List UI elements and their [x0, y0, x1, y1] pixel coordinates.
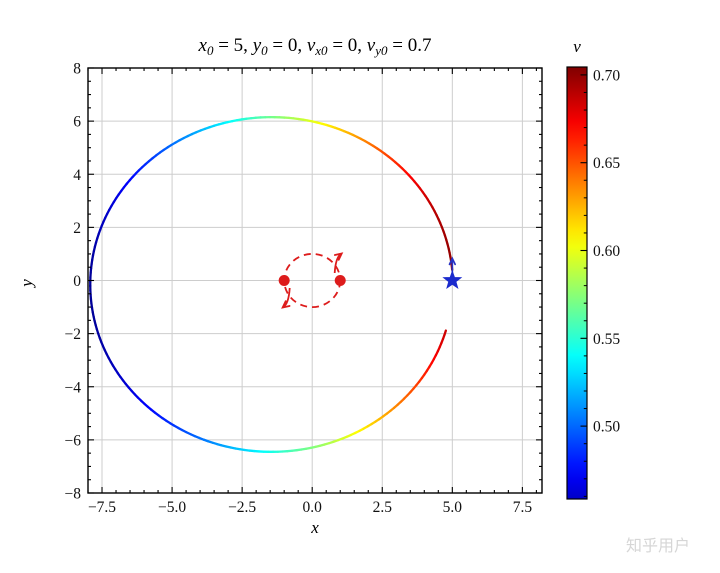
y-tick-label: 2 — [73, 220, 81, 237]
binary-system — [278, 252, 346, 309]
x-tick-label: −7.5 — [88, 499, 116, 516]
colorbar: 0.70 0.65 0.60 0.55 0.50 — [566, 66, 620, 500]
y-tick-label: 8 — [73, 61, 81, 78]
orbit-trajectory — [89, 115, 454, 453]
x-tick-label: −5.0 — [158, 499, 186, 516]
y-tick-label: −6 — [65, 432, 82, 449]
y-tick-label: 0 — [73, 273, 81, 290]
y-tick-label: 6 — [73, 114, 81, 131]
colorbar-tick-label: 0.60 — [593, 243, 620, 260]
rotation-arrow-up-head — [333, 252, 344, 261]
axes-frame — [87, 67, 543, 494]
velocity-arrow-head — [448, 256, 456, 266]
x-tick-label: 2.5 — [373, 499, 393, 516]
colorbar-frame — [566, 66, 588, 500]
watermark: 知乎用户 — [626, 537, 690, 555]
grid-lines — [88, 67, 542, 494]
colorbar-tick-label: 0.70 — [593, 67, 620, 84]
plot-title: x0 = 5, y0 = 0, vx0 = 0, vy0 = 0.7 — [198, 35, 432, 58]
colorbar-label: v — [573, 37, 581, 56]
binary-body-dot — [278, 275, 290, 286]
y-tick-label: −4 — [65, 379, 82, 396]
x-axis-label: x — [310, 518, 319, 537]
tick-labels: −7.5 −5.0 −2.5 0.0 2.5 5.0 7.5 8 6 4 2 0 −2 −4 −6 −8 — [65, 61, 533, 517]
binary-body-dot — [334, 275, 346, 286]
y-tick-label: −2 — [65, 326, 82, 343]
trajectory-segment — [443, 329, 448, 336]
start-star-marker — [442, 270, 463, 289]
y-tick-label: 4 — [73, 167, 81, 184]
colorbar-tick-label: 0.55 — [593, 331, 620, 348]
colorbar-gradient — [567, 67, 587, 499]
colorbar-tick-label: 0.65 — [593, 155, 620, 172]
y-axis-label: y — [17, 279, 36, 289]
y-tick-label: −8 — [65, 486, 82, 503]
x-tick-label: 0.0 — [303, 499, 323, 516]
rotation-arrow-down-head — [281, 300, 291, 309]
axes-frame-ticks — [87, 67, 543, 494]
x-tick-label: −2.5 — [228, 499, 256, 516]
colorbar-tick-label: 0.50 — [593, 419, 620, 436]
x-tick-label: 7.5 — [513, 499, 533, 516]
x-tick-label: 5.0 — [443, 499, 463, 516]
start-marker — [442, 256, 463, 289]
